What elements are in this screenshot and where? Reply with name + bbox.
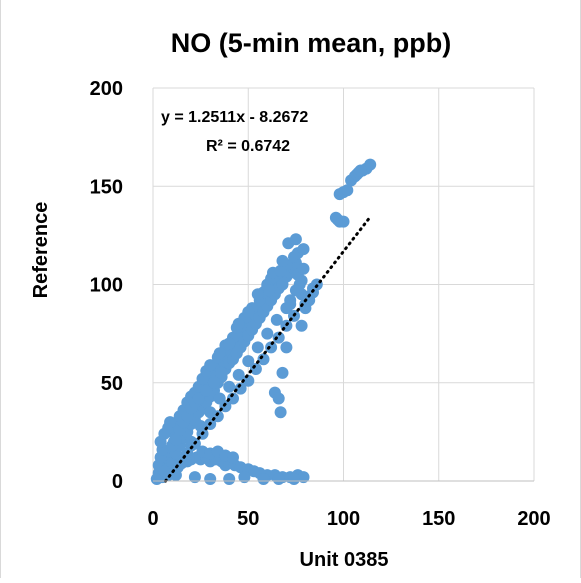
data-point: [261, 327, 274, 340]
y-tick-labels: 0 50 100 150 200: [90, 78, 123, 493]
data-point: [272, 331, 285, 344]
data-point: [263, 284, 276, 297]
r-squared-label: R² = 0.6742: [206, 138, 290, 155]
data-point: [289, 284, 302, 297]
x-axis-label: Unit 0385: [300, 549, 389, 571]
data-point: [289, 233, 302, 246]
data-point: [272, 473, 285, 485]
y-tick-label: 100: [90, 275, 123, 297]
data-point: [192, 392, 205, 405]
data-point: [158, 465, 171, 478]
data-point: [215, 366, 228, 379]
data-point: [295, 274, 308, 287]
data-point: [280, 341, 293, 354]
data-point: [251, 288, 264, 301]
data-point: [223, 337, 236, 350]
data-point: [337, 215, 350, 228]
x-tick-label: 150: [422, 508, 455, 530]
data-point: [232, 317, 245, 330]
data-point: [227, 392, 239, 405]
data-point: [257, 353, 270, 366]
data-point: [297, 243, 310, 256]
data-point: [234, 382, 247, 395]
data-point: [200, 384, 213, 397]
y-axis-label: Reference: [30, 202, 52, 299]
chart-title: NO (5-min mean, ppb): [171, 28, 452, 58]
data-point: [249, 363, 262, 375]
data-point: [164, 416, 177, 429]
data-point: [276, 366, 289, 379]
data-point: [265, 341, 278, 354]
trendline: [164, 215, 372, 483]
data-point: [242, 374, 255, 387]
data-point: [242, 306, 255, 318]
trendline-equation: y = 1.2511x - 8.2672: [161, 109, 308, 126]
data-point: [257, 473, 270, 485]
data-point: [208, 376, 220, 389]
x-tick-label: 50: [237, 508, 259, 530]
data-point: [251, 341, 264, 354]
data-point: [274, 264, 287, 277]
data-point: [284, 298, 297, 311]
y-tick-label: 150: [90, 176, 123, 198]
data-point: [297, 471, 310, 484]
data-point: [295, 319, 308, 332]
data-point: [204, 359, 217, 372]
data-point: [227, 451, 239, 464]
data-point: [232, 368, 245, 381]
y-tick-label: 50: [101, 373, 123, 395]
data-point: [272, 392, 285, 405]
x-tick-label: 200: [517, 508, 550, 530]
data-point: [238, 471, 251, 484]
data-point: [213, 347, 226, 360]
y-tick-label: 200: [90, 78, 123, 100]
data-points: [150, 158, 377, 485]
data-point: [242, 355, 255, 368]
data-point: [341, 184, 354, 197]
data-point: [276, 254, 289, 267]
data-point: [188, 471, 201, 484]
data-point: [223, 473, 236, 485]
x-tick-label: 0: [147, 508, 158, 530]
x-tick-labels: 0 50 100 150 200: [147, 508, 550, 530]
data-point: [364, 158, 377, 171]
data-point: [297, 262, 310, 275]
data-point: [169, 433, 182, 446]
x-tick-label: 100: [327, 508, 360, 530]
data-point: [223, 380, 236, 393]
data-point: [204, 473, 217, 485]
y-tick-label: 0: [112, 471, 123, 493]
data-point: [274, 406, 287, 419]
data-point: [270, 313, 283, 326]
data-point: [354, 164, 367, 177]
data-point: [288, 473, 300, 485]
